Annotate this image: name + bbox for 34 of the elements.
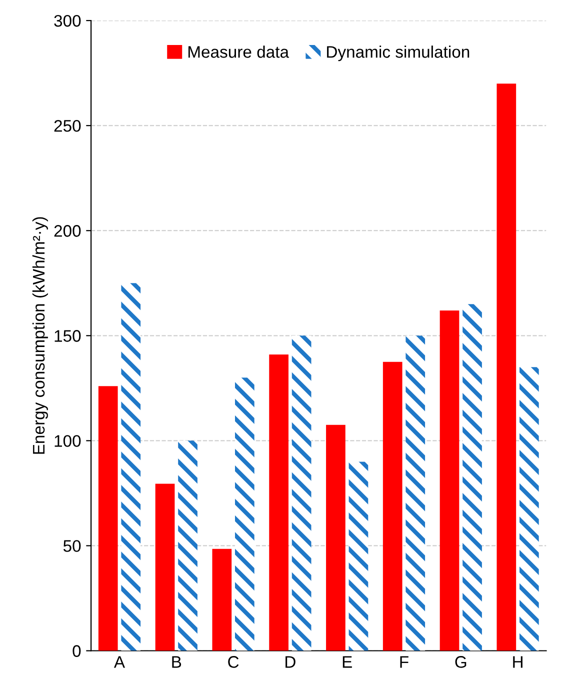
bar bbox=[234, 378, 254, 651]
y-tick-label: 300 bbox=[54, 14, 81, 27]
bar bbox=[462, 304, 482, 651]
legend-label: Measure data bbox=[188, 46, 290, 58]
bar bbox=[519, 367, 539, 651]
y-tick-label: 200 bbox=[54, 225, 81, 237]
bar bbox=[212, 548, 232, 651]
bar bbox=[496, 84, 516, 651]
x-tick-label: B bbox=[172, 656, 182, 668]
y-tick-label: 150 bbox=[54, 330, 81, 342]
bar bbox=[178, 440, 198, 651]
bar bbox=[406, 336, 426, 651]
x-tick-label: D bbox=[286, 656, 296, 668]
x-tick-label: A bbox=[114, 656, 126, 668]
x-tick-label: C bbox=[228, 656, 239, 668]
bar bbox=[326, 424, 346, 651]
x-tick-label: F bbox=[400, 656, 408, 668]
x-tick-label: G bbox=[455, 656, 466, 668]
bar bbox=[98, 386, 118, 651]
x-tick-label: E bbox=[342, 656, 352, 668]
bar bbox=[292, 336, 312, 651]
y-tick-label: 0 bbox=[72, 645, 81, 657]
bar bbox=[382, 362, 402, 651]
legend-label: Dynamic simulation bbox=[327, 46, 470, 62]
y-tick-label: 250 bbox=[54, 120, 81, 132]
y-axis-title: Energy consumption (kWh/m²·y) bbox=[32, 217, 48, 454]
x-tick-label: H bbox=[513, 656, 522, 668]
y-tick-label: 100 bbox=[54, 435, 81, 447]
y-tick-label: 50 bbox=[63, 540, 81, 552]
bar bbox=[440, 310, 460, 651]
bar bbox=[269, 354, 288, 651]
bar bbox=[348, 462, 368, 651]
bar bbox=[155, 484, 175, 651]
bar bbox=[121, 283, 141, 651]
